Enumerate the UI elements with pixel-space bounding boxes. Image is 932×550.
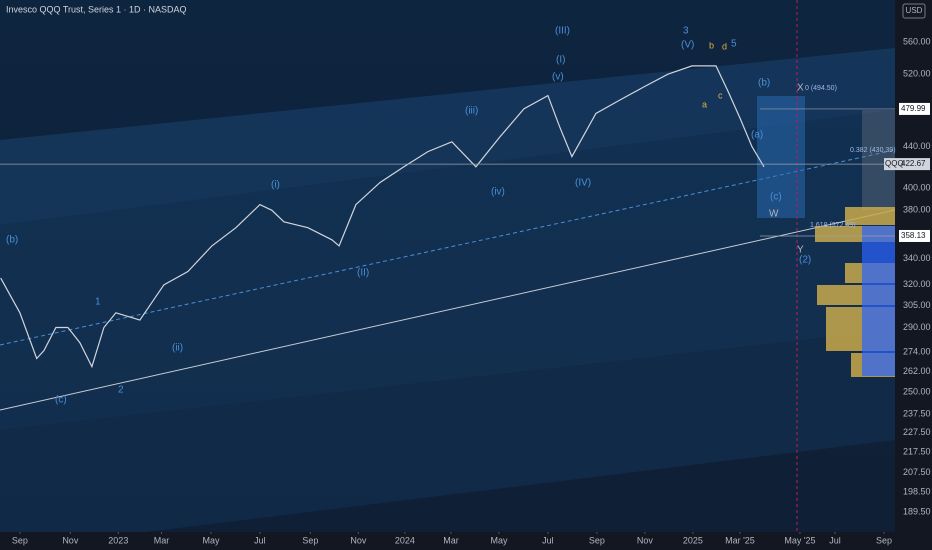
wave-label: d <box>722 41 727 51</box>
x-tick-label: Jul <box>829 535 841 545</box>
x-tick-label: 2023 <box>108 535 128 545</box>
y-tick-label: 520.00 <box>903 69 931 79</box>
y-tick-label: 237.50 <box>903 409 931 419</box>
x-tick-label: Jul <box>542 535 554 545</box>
wave-label: b <box>709 40 714 50</box>
wave-label: (iv) <box>491 187 505 198</box>
wave-label: 2 <box>118 385 124 396</box>
y-tick-label: 400.00 <box>903 182 931 192</box>
wave-label: (IV) <box>575 178 591 189</box>
x-tick-label: 2024 <box>395 535 415 545</box>
wave-label: W <box>769 209 779 220</box>
wave-label: X <box>797 83 804 94</box>
price-tag-label: 422.67 <box>901 159 926 168</box>
wave-label: (II) <box>357 268 369 279</box>
channel <box>0 48 895 225</box>
x-tick-label: Mar '25 <box>725 535 755 545</box>
y-tick-label: 227.50 <box>903 427 931 437</box>
symbol-tag-label: QQQ <box>885 159 904 168</box>
price-line <box>0 65 765 369</box>
wave-label: a <box>702 99 707 109</box>
y-tick-label: 305.00 <box>903 300 931 310</box>
symbol-tag <box>884 158 899 171</box>
y-tick-label: 440.00 <box>903 141 931 151</box>
wave-label: (c) <box>770 192 782 203</box>
y-tick-label: 274.00 <box>903 347 931 357</box>
x-tick-label: Sep <box>876 535 892 545</box>
wave-label: c <box>718 90 723 100</box>
wave-label: (i) <box>271 180 280 191</box>
x-tick-label: Nov <box>350 535 367 545</box>
wave-label: (b) <box>6 235 18 246</box>
wave-label: 1 <box>95 297 101 308</box>
price-tag <box>899 229 930 242</box>
wave-label: Y <box>797 245 804 256</box>
price-tag <box>899 102 930 115</box>
wave-label: (c) <box>55 395 67 406</box>
wave-label: 5 <box>731 39 737 50</box>
y-tick-label: 340.00 <box>903 253 931 263</box>
currency[interactable]: USD <box>906 6 923 15</box>
y-tick-label: 560.00 <box>903 36 931 46</box>
price-tag-label: 358.13 <box>901 231 926 240</box>
price-tag-label: 479.99 <box>901 104 926 113</box>
wave-label: (b) <box>758 78 770 89</box>
wave-label: (I) <box>556 55 565 66</box>
trend-line <box>0 209 896 411</box>
currency-box[interactable] <box>902 3 926 19</box>
channel <box>0 330 895 550</box>
x-tick-label: Mar <box>154 535 170 545</box>
y-tick-label: 207.50 <box>903 467 931 477</box>
y-tick-label: 290.00 <box>903 322 931 332</box>
wave-label: (V) <box>681 40 694 51</box>
y-tick-label: 380.00 <box>903 205 931 215</box>
x-tick-label: Mar <box>443 535 459 545</box>
wave-label: (III) <box>555 26 570 37</box>
trend-line <box>0 149 896 346</box>
wave-label: 0.382 (430.39) <box>850 147 896 154</box>
wave-label: (ii) <box>172 343 183 354</box>
x-tick-label: Jul <box>254 535 266 545</box>
price-axis <box>895 0 932 550</box>
y-tick-label: 320.00 <box>903 279 931 289</box>
y-tick-label: 262.00 <box>903 366 931 376</box>
x-tick-label: Sep <box>589 535 605 545</box>
x-tick-label: May '25 <box>784 535 815 545</box>
wave-label: 3 <box>683 26 689 37</box>
wave-label: (v) <box>552 72 564 83</box>
wave-label: (iii) <box>465 106 478 117</box>
time-axis <box>0 532 932 550</box>
wave-label: (2) <box>799 255 811 266</box>
x-tick-label: Sep <box>302 535 318 545</box>
x-tick-label: 2025 <box>683 535 703 545</box>
wave-label: 1.618 (372.49) <box>810 222 856 229</box>
price-tag <box>899 158 930 171</box>
x-tick-label: Sep <box>12 535 28 545</box>
chart-title: Invesco QQQ Trust, Series 1 · 1D · NASDA… <box>6 4 187 14</box>
y-tick-label: 189.50 <box>903 506 931 516</box>
y-tick-label: 198.50 <box>903 486 931 496</box>
wave-label: 0 (494.50) <box>805 85 837 92</box>
wave-label: (a) <box>751 130 763 141</box>
x-tick-label: May <box>490 535 508 545</box>
channel <box>0 110 895 430</box>
x-tick-label: Nov <box>62 535 79 545</box>
x-tick-label: Nov <box>637 535 654 545</box>
volume-profile <box>862 226 895 376</box>
y-tick-label: 250.00 <box>903 386 931 396</box>
y-tick-label: 217.50 <box>903 447 931 457</box>
x-tick-label: May <box>202 535 220 545</box>
volume-profile <box>845 207 895 225</box>
